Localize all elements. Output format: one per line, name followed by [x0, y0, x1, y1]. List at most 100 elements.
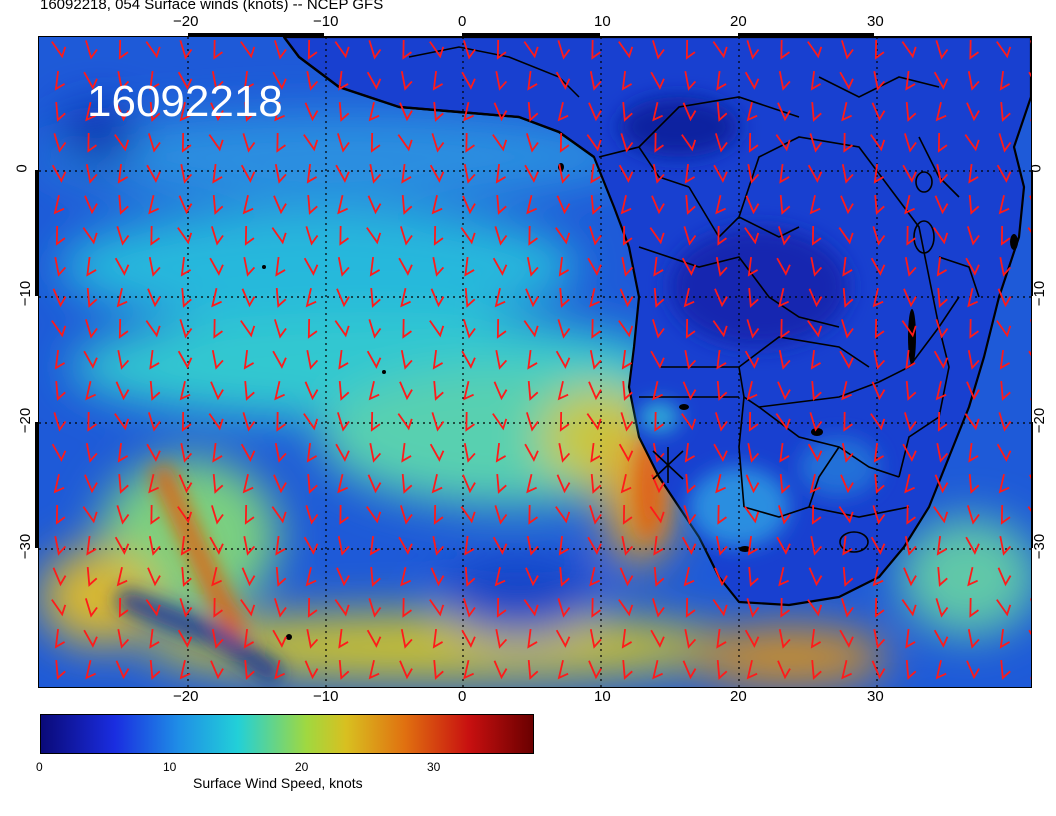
wind-barb-icon — [526, 535, 539, 556]
wind-barb-icon — [463, 319, 476, 339]
wind-barb-icon — [964, 134, 980, 152]
wind-barb-icon — [83, 71, 98, 90]
wind-barb-icon — [337, 133, 350, 153]
wind-barb-icon — [181, 566, 192, 587]
wind-barb-icon — [555, 629, 571, 648]
wind-barb-icon — [429, 320, 445, 338]
wind-barb-icon — [399, 381, 413, 401]
wind-barb-icon — [746, 40, 760, 60]
wind-barb-icon — [272, 629, 287, 648]
wind-barb-icon — [149, 659, 161, 680]
wind-barb-icon — [86, 535, 97, 556]
wind-barb-icon — [685, 318, 696, 339]
wind-barb-icon — [116, 505, 130, 525]
wind-barb-icon — [305, 505, 319, 525]
wind-barb-icon — [839, 71, 854, 90]
wind-barb-icon — [54, 256, 67, 277]
wind-barb-icon — [744, 629, 760, 648]
wind-barb-icon — [243, 256, 256, 277]
wind-barb-icon — [904, 535, 917, 556]
wind-barb-icon — [211, 226, 224, 246]
wind-barb-icon — [276, 411, 286, 432]
wind-barb-icon — [114, 536, 130, 555]
wind-barb-icon — [810, 628, 822, 649]
wind-barb-icon — [180, 442, 193, 463]
wind-barb-icon — [590, 163, 601, 184]
wind-barb-icon — [53, 133, 67, 153]
wind-barb-icon — [810, 349, 822, 370]
wind-barb-icon — [115, 102, 130, 122]
wind-barb-icon — [999, 628, 1011, 649]
wind-barb-icon — [86, 287, 98, 308]
top-tick-label: 20 — [730, 13, 747, 30]
wind-barb-icon — [146, 443, 161, 462]
wind-barb-icon — [82, 506, 98, 524]
wind-barb-icon — [115, 381, 130, 401]
wind-barb-icon — [526, 256, 539, 277]
wind-barb-icon — [967, 628, 980, 649]
wind-barb-icon — [653, 566, 665, 587]
wind-barb-icon — [147, 567, 161, 587]
wind-barb-icon — [621, 70, 633, 91]
wind-barb-icon — [53, 195, 65, 215]
wind-barb-icon — [621, 628, 633, 649]
wind-barb-icon — [400, 70, 413, 91]
wind-barb-icon — [807, 164, 823, 183]
wind-barb-icon — [588, 381, 602, 401]
wind-barb-icon — [935, 40, 949, 60]
wind-barb-icon — [872, 226, 886, 246]
wind-barb-icon — [335, 443, 350, 462]
wind-barb-icon — [307, 194, 318, 215]
wind-barb-icon — [653, 535, 664, 556]
wind-barb-icon — [211, 628, 224, 649]
wind-barb-icon — [429, 41, 445, 59]
wind-barb-icon — [684, 628, 697, 649]
wind-barb-icon — [904, 412, 917, 432]
wind-barb-icon — [716, 659, 728, 680]
wind-barb-icon — [654, 132, 664, 153]
wind-barb-icon — [746, 660, 758, 680]
wind-barb-icon — [809, 133, 823, 153]
wind-barb-icon — [683, 567, 695, 587]
wind-barb-icon — [717, 504, 727, 525]
wind-barb-icon — [339, 225, 349, 246]
wind-barb-icon — [87, 132, 97, 153]
wind-barb-icon — [590, 194, 602, 215]
wind-barb-icon — [652, 442, 665, 463]
wind-barb-icon — [936, 256, 948, 277]
wind-barb-icon — [303, 257, 319, 276]
wind-barb-icon — [717, 225, 727, 246]
wind-barb-icon — [523, 599, 539, 617]
wind-barb-icon — [213, 39, 223, 60]
wind-barb-icon — [810, 256, 823, 277]
wind-barb-icon — [713, 443, 728, 462]
wind-barb-icon — [494, 288, 506, 308]
wind-barb-icon — [433, 225, 444, 246]
wind-barb-icon — [842, 256, 853, 277]
wind-barb-icon — [744, 506, 760, 524]
wind-barb-icon — [712, 320, 728, 338]
wind-barb-icon — [210, 381, 224, 401]
axis-edge-bar — [188, 33, 324, 37]
wind-barb-icon — [401, 194, 413, 215]
wind-barb-icon — [118, 597, 129, 618]
wind-barb-icon — [841, 381, 852, 401]
wind-barb-icon — [86, 256, 97, 277]
wind-barb-icon — [240, 599, 256, 617]
wind-barb-icon — [211, 70, 224, 91]
wind-barb-icon — [431, 133, 445, 153]
wind-barb-icon — [433, 380, 444, 401]
wind-barb-icon — [334, 41, 350, 59]
wind-barb-icon — [999, 70, 1011, 91]
colorbar-tick-label: 30 — [427, 760, 441, 774]
wind-barb-icon — [304, 660, 319, 680]
wind-barb-icon — [780, 318, 790, 339]
wind-barb-icon — [965, 257, 980, 276]
right-tick-label: −30 — [1031, 533, 1049, 560]
wind-barb-icon — [715, 474, 726, 494]
wind-barb-icon — [652, 381, 663, 401]
wind-barb-icon — [84, 474, 98, 494]
wind-barb-icon — [177, 629, 193, 648]
wind-barb-icon — [935, 102, 947, 122]
wind-barb-icon — [338, 101, 350, 122]
